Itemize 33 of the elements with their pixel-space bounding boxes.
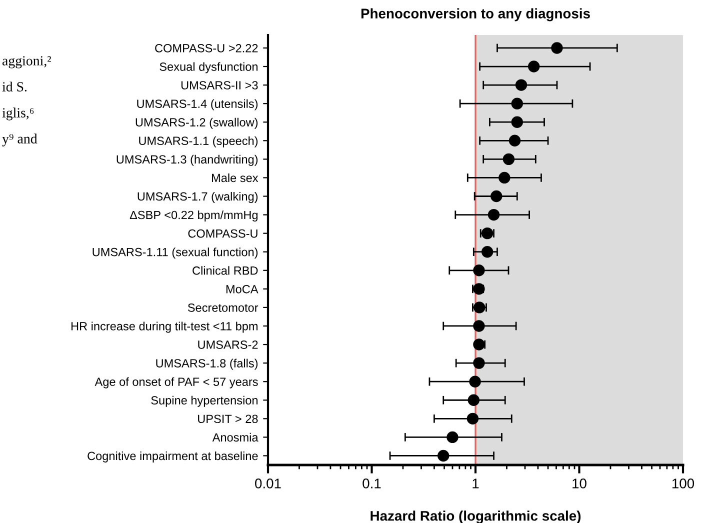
chart-title: Phenoconversion to any diagnosis [361,8,590,22]
y-tick-label: Sexual dysfunction [160,62,258,74]
y-tick-label: Supine hypertension [151,396,258,407]
text: y⁹ and [2,134,38,146]
text: iglis,⁶ [2,108,34,120]
x-tick-label: 0.1 [362,478,381,488]
y-tick-label: ΔSBP <0.22 bpm/mmHg [130,210,258,222]
y-tick-label: HR increase during tilt-test <11 bpm [71,322,258,333]
y-tick-label: UMSARS-1.3 (handwriting) [116,154,258,166]
x-tick-label: 10 [572,478,586,488]
y-tick-label: UMSARS-1.4 (utensils) [137,99,258,110]
y-tick-label: Male sex [212,173,258,182]
y-tick-label: MoCA [226,284,258,294]
y-tick-label: Secretomotor [188,303,258,312]
y-tick-label: Cognitive impairment at baseline [88,451,258,462]
text: id S. [2,82,27,92]
y-tick-label: UMSARS-II >3 [181,81,258,90]
y-tick-label: COMPASS-U >2.22 [155,44,258,52]
y-tick-label: UMSARS-1.7 (walking) [138,192,258,203]
y-tick-label: UPSIT > 28 [198,414,258,424]
y-tick-label: COMPASS-U [188,229,258,238]
y-tick-label: Age of onset of PAF < 57 years [94,377,258,388]
y-tick-label: Anosmia [212,432,258,442]
y-tick-label: UMSARS-1.1 (speech) [139,136,258,148]
x-tick-label: 1 [472,478,479,488]
y-tick-label: UMSARS-2 [198,340,258,349]
y-tick-label: Clinical RBD [192,266,258,275]
text: aggioni,² [2,56,51,68]
x-tick-label: 100 [672,478,694,488]
y-tick-label: UMSARS-1.8 (falls) [156,358,258,370]
y-tick-label: UMSARS-1.2 (swallow) [136,118,258,129]
y-tick-label: UMSARS-1.11 (sexual function) [92,248,258,259]
x-tick-label: 0.01 [255,478,281,488]
